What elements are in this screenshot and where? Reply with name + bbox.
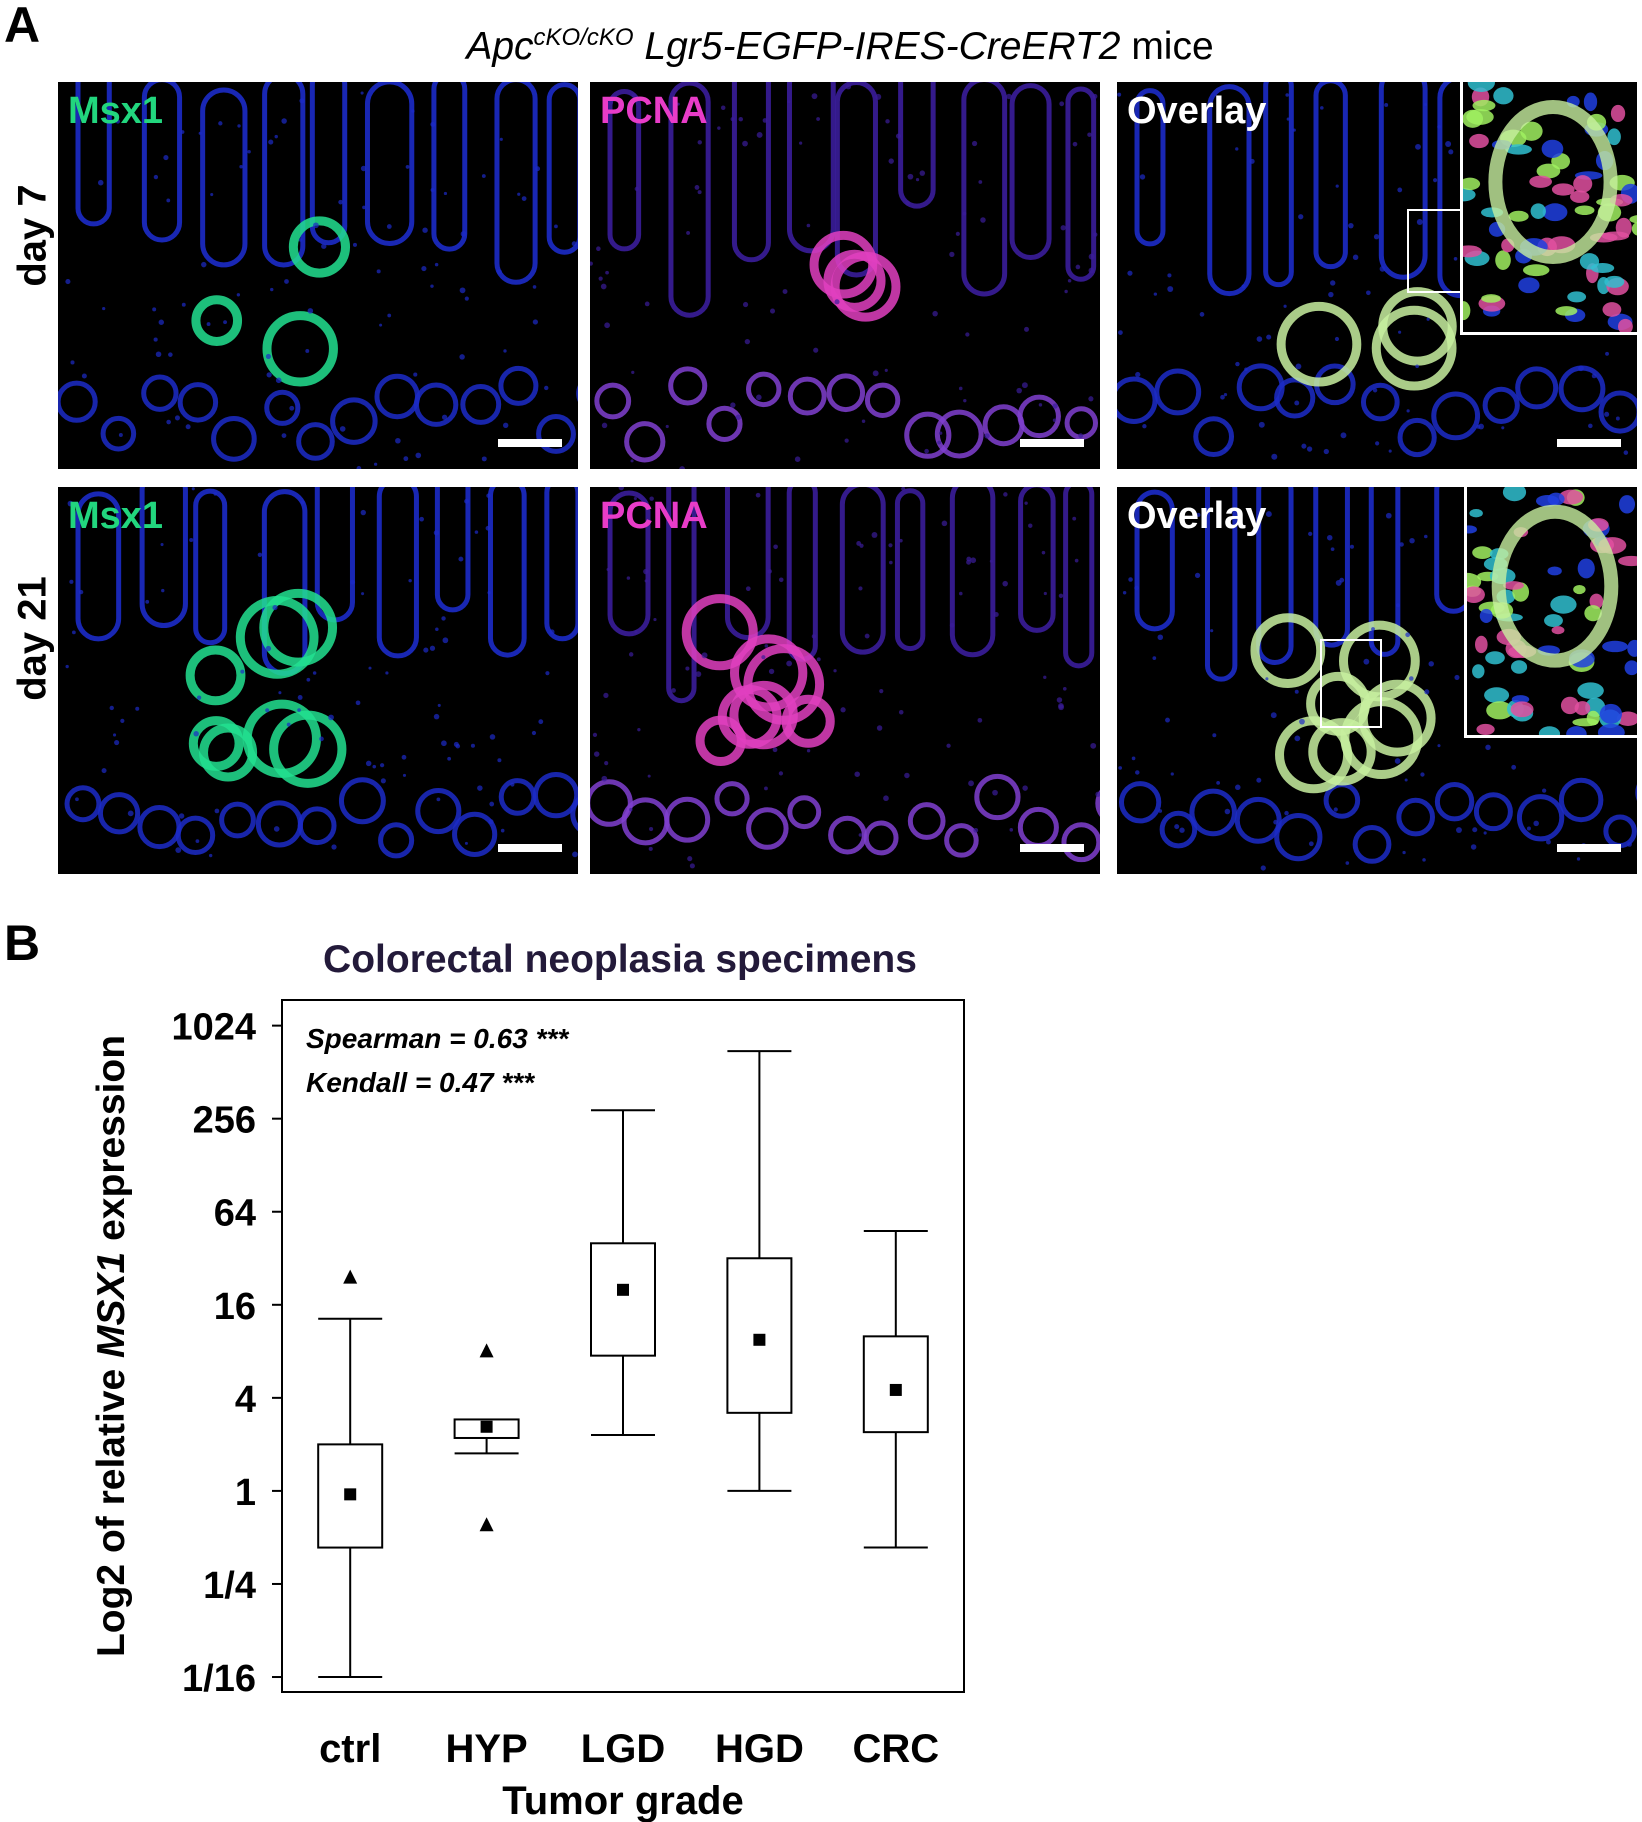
- outlier-marker: [479, 1517, 494, 1532]
- mean-marker: [617, 1283, 629, 1296]
- title-suffix: mice: [1131, 25, 1214, 68]
- y-axis-label-part: Log2 of relative: [90, 1358, 133, 1657]
- x-tick-label: HGD: [715, 1727, 804, 1771]
- box-LGD: [590, 1242, 656, 1357]
- y-tick-label: 4: [235, 1379, 256, 1421]
- title-superscript: cKO/cKO: [533, 24, 634, 51]
- zoom-inset: [1464, 487, 1637, 738]
- title-gene: Apc: [466, 25, 534, 68]
- y-axis-label-part: MSX1: [90, 1252, 133, 1358]
- x-tick-label: HYP: [445, 1727, 527, 1771]
- chart-title: Colorectal neoplasia specimens: [323, 938, 917, 981]
- zoom-region-box: [1320, 639, 1382, 728]
- x-axis-label: Tumor grade: [502, 1779, 744, 1822]
- scale-bar: [498, 439, 562, 447]
- plot-frame: [281, 999, 965, 1693]
- mean-marker: [753, 1333, 766, 1346]
- zoom-inset: [1460, 82, 1637, 335]
- scale-bar: [1557, 844, 1621, 852]
- micrograph-day21-msx1: Msx1: [58, 487, 578, 874]
- outlier-marker: [343, 1269, 358, 1284]
- mean-marker: [344, 1488, 357, 1501]
- micrograph-day7-pcna: PCNA: [590, 82, 1100, 469]
- mean-marker: [480, 1420, 493, 1433]
- panel-b-letter: B: [4, 915, 41, 971]
- outlier-marker: [479, 1343, 494, 1358]
- micrograph-day7-msx1: Msx1: [58, 82, 578, 469]
- x-tick-label: ctrl: [319, 1727, 381, 1771]
- x-tick-label: LGD: [581, 1727, 665, 1771]
- scale-bar: [498, 844, 562, 852]
- y-tick-label: 16: [214, 1286, 256, 1328]
- y-tick-label: 1024: [171, 1007, 256, 1049]
- channel-label-msx1: Msx1: [68, 90, 164, 132]
- channel-label-pcna: PCNA: [600, 90, 708, 132]
- x-tick-label: CRC: [852, 1727, 939, 1771]
- y-tick-label: 1/16: [182, 1658, 256, 1700]
- y-axis-label-part: expression: [90, 1035, 133, 1252]
- scale-bar: [1557, 439, 1621, 447]
- mouse-model-title: ApccKO/cKO Lgr5-EGFP-IRES-CreERT2 mice: [400, 24, 1280, 71]
- channel-label-overlay: Overlay: [1127, 90, 1267, 132]
- scale-bar: [1020, 844, 1084, 852]
- stat-annotation: Spearman = 0.63 ***: [306, 1023, 569, 1054]
- y-axis-label: Log2 of relative MSX1 expression: [90, 1035, 133, 1657]
- channel-label-msx1: Msx1: [68, 495, 164, 537]
- channel-label-overlay: Overlay: [1127, 495, 1267, 537]
- title-allele: Lgr5-EGFP-IRES-CreERT2: [644, 25, 1121, 68]
- micrograph-day21-pcna: PCNA: [590, 487, 1100, 874]
- y-tick-label: 1/4: [203, 1565, 256, 1607]
- micrograph-day7-overlay: Overlay: [1117, 82, 1637, 469]
- mean-marker: [889, 1383, 902, 1396]
- micrograph-day21-overlay: Overlay: [1117, 487, 1637, 874]
- y-tick-label: 1: [235, 1472, 256, 1514]
- scale-bar: [1020, 439, 1084, 447]
- y-tick-label: 256: [193, 1100, 256, 1142]
- panel-a-letter: A: [4, 0, 41, 53]
- y-tick-label: 64: [214, 1193, 256, 1235]
- stat-annotation: Kendall = 0.47 ***: [306, 1067, 535, 1098]
- channel-label-pcna: PCNA: [600, 495, 708, 537]
